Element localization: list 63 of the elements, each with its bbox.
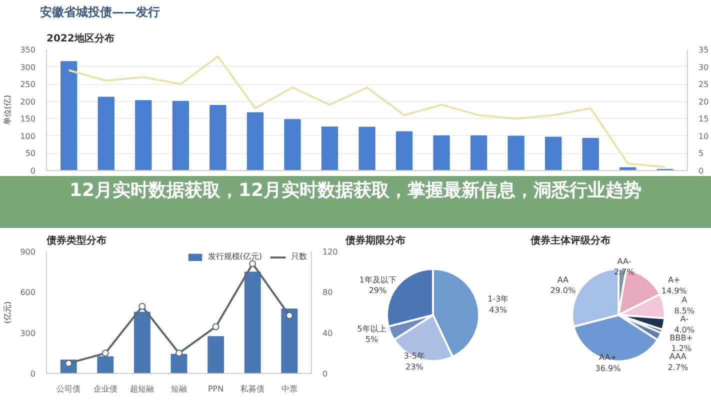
y2-tick-label: 30: [698, 62, 709, 72]
chart-title: 债券类型分布: [46, 234, 106, 246]
legend-label: 只数: [291, 251, 308, 262]
y2-tick-label: 0: [698, 166, 704, 176]
data-label: 14.9%: [661, 286, 688, 296]
slice-label: A+: [668, 276, 680, 285]
data-label: 1.2%: [671, 344, 692, 354]
y-tick-label: 300: [20, 62, 36, 72]
y2-tick-label: 0: [322, 370, 328, 378]
y2-tick-label: 5: [698, 149, 704, 158]
y-tick-label: 600: [20, 288, 36, 298]
data-label: 36.9%: [595, 364, 622, 373]
y2-tick-label: 40: [322, 328, 333, 338]
y-tick-label: 100: [20, 132, 36, 141]
slice-label: AA-: [617, 256, 632, 266]
slice-label: A-: [680, 314, 689, 324]
y-tick-label: 250: [20, 80, 36, 90]
y2-tick-label: 80: [322, 288, 333, 298]
x-tick-label: 公司债: [56, 384, 81, 394]
y-tick-label: 350: [20, 46, 36, 54]
data-label: 5%: [365, 335, 378, 344]
x-tick-label: 私募债: [240, 384, 265, 394]
y2-tick-label: 35: [698, 46, 709, 54]
y-tick-label: 150: [20, 114, 36, 124]
legend-label: 发行规模(亿元): [208, 251, 262, 262]
y-tick-label: 0: [30, 166, 36, 176]
y-tick-label: 900: [20, 248, 36, 256]
y2-tick-label: 15: [698, 114, 709, 124]
y2-tick-label: 20: [698, 97, 709, 106]
data-label: 29.0%: [550, 286, 576, 296]
data-label: 29%: [368, 286, 388, 296]
x-tick-label: 中票: [281, 384, 298, 394]
slice-label: A: [682, 296, 688, 305]
data-label: 8.5%: [674, 306, 695, 316]
data-label: 23%: [405, 362, 424, 372]
y-axis-title: 单位(亿): [3, 94, 12, 126]
chart-title: 2022地区分布: [46, 32, 114, 44]
text: 安徽省城投债——发行: [40, 4, 160, 21]
slice-label: 1-3年: [488, 294, 509, 304]
slice-label: AA: [557, 275, 570, 284]
slice-label: 3-5年: [404, 352, 425, 361]
x-tick-label: 短融: [171, 384, 187, 394]
chart-title: 债券主体评级分布: [530, 234, 610, 246]
y-tick-label: 0: [30, 370, 36, 378]
data-label: 4.0%: [674, 325, 695, 334]
slice-label: AAA: [670, 352, 687, 362]
chart-title: 债券期限分布: [344, 234, 406, 246]
slice-label: BBB+: [670, 333, 693, 342]
x-tick-label: 超短融: [130, 384, 154, 394]
slice-label: 1年及以下: [359, 275, 396, 284]
slice-label: 5年以上: [357, 324, 386, 334]
x-tick-label: PPN: [208, 384, 224, 394]
y2-tick-label: 10: [698, 132, 709, 141]
y-tick-label: 300: [20, 328, 36, 338]
y-tick-label: 50: [25, 149, 36, 158]
data-label: 43%: [489, 305, 508, 314]
y2-tick-label: 25: [698, 80, 709, 90]
y-axis-title: (亿元): [3, 301, 12, 324]
y-tick-label: 200: [20, 97, 36, 106]
data-label: 2.7%: [668, 362, 689, 372]
text: 12月实时数据获取，12月实时数据获取，掌握最新信息，洞悉行业趋势: [69, 179, 642, 202]
x-tick-label: 企业债: [93, 384, 118, 394]
y2-tick-label: 120: [322, 248, 338, 256]
